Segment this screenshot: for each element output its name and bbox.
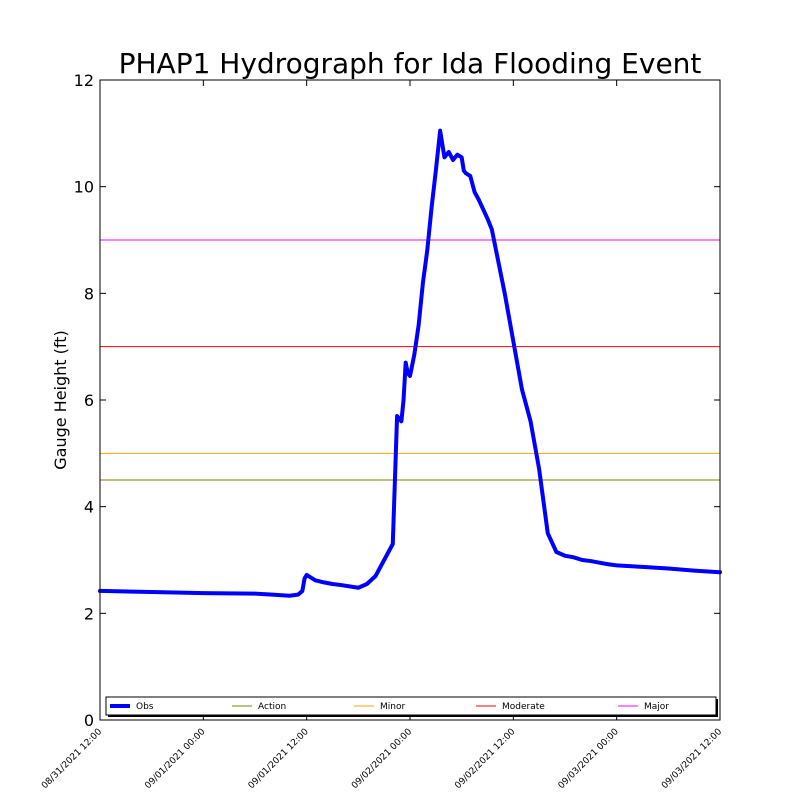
y-tick-label: 8 <box>84 284 94 303</box>
legend-label-minor: Minor <box>380 702 405 712</box>
legend-box <box>105 696 717 716</box>
x-tick-label: 09/03/2021 12:00 <box>660 727 724 791</box>
chart-title: PHAP1 Hydrograph for Ida Flooding Event <box>119 47 702 80</box>
x-tick-label: 08/31/2021 12:00 <box>40 727 104 791</box>
series-line-obs <box>98 128 722 598</box>
threshold-lines <box>100 239 720 481</box>
x-tick-label: 09/01/2021 00:00 <box>143 727 207 791</box>
x-axis-ticks: 08/31/2021 12:00 09/01/2021 00:00 09/01/20… <box>40 80 724 791</box>
y-axis-ticks: 0 2 4 6 8 10 12 <box>74 71 720 730</box>
y-tick-label: 2 <box>84 604 94 623</box>
legend-label-obs: Obs <box>136 702 154 712</box>
y-tick-label: 12 <box>74 71 94 90</box>
y-tick-label: 6 <box>84 391 94 410</box>
legend-label-action: Action <box>258 702 286 712</box>
y-axis-label: Gauge Height (ft) <box>51 330 70 470</box>
plot-area-frame <box>99 79 721 721</box>
x-tick-label: 09/02/2021 00:00 <box>350 727 414 791</box>
y-tick-label: 10 <box>74 178 94 197</box>
x-tick-label: 09/03/2021 00:00 <box>557 727 621 791</box>
legend-label-major: Major <box>644 702 669 712</box>
series-group <box>98 128 722 598</box>
y-tick-label: 4 <box>84 498 94 517</box>
legend-label-moderate: Moderate <box>502 702 545 712</box>
x-tick-label: 09/01/2021 12:00 <box>247 727 311 791</box>
legend: Obs Action Minor Moderate Major <box>105 696 718 717</box>
x-tick-label: 09/02/2021 12:00 <box>453 727 517 791</box>
y-tick-label: 0 <box>84 711 94 730</box>
